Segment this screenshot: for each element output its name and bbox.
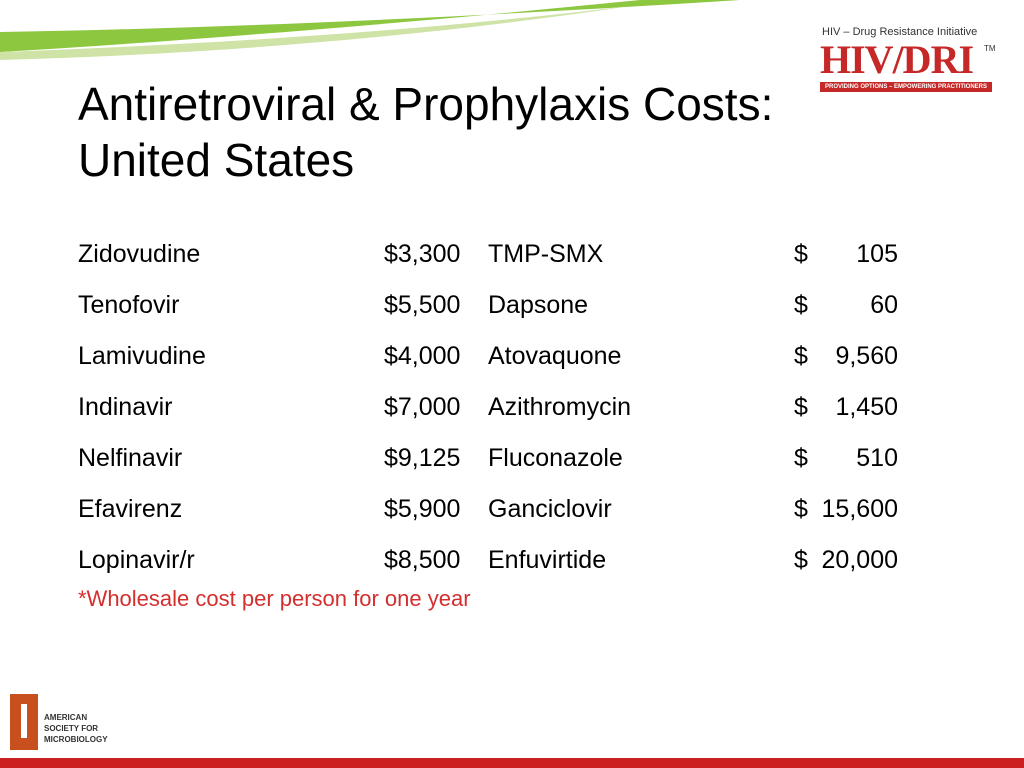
- antiretroviral-cost: $4,000: [384, 342, 461, 370]
- prophylaxis-cost-value: $15,600: [794, 495, 898, 524]
- table-row: Zidovudine $3,300 TMP-SMX $105: [78, 229, 898, 280]
- antiretroviral-drug: Indinavir: [78, 393, 173, 421]
- prophylaxis-cost-value: $1,450: [794, 393, 898, 422]
- prophylaxis-cost: $20,000: [794, 535, 898, 586]
- antiretroviral-cost: $8,500: [384, 546, 461, 574]
- currency-symbol: $: [794, 342, 808, 370]
- table-row: Lopinavir/r $8,500 Enfuvirtide $20,000: [78, 535, 898, 586]
- cost-amount: 1,450: [835, 393, 898, 421]
- cost-amount: 510: [856, 444, 898, 472]
- antiretroviral-drug: Lamivudine: [78, 342, 206, 370]
- prophylaxis-drug: Azithromycin: [488, 393, 632, 421]
- logo-banner: PROVIDING OPTIONS – EMPOWERING PRACTITIO…: [820, 82, 992, 92]
- footnote: *Wholesale cost per person for one year: [78, 586, 471, 611]
- table-row: Tenofovir $5,500 Dapsone $60: [78, 280, 898, 331]
- prophylaxis-cost: $9,560: [794, 331, 898, 382]
- cost-amount: 105: [856, 240, 898, 268]
- prophylaxis-cost: $15,600: [794, 484, 898, 535]
- cost-table-body: Zidovudine $3,300 TMP-SMX $105 Tenofovir $5,5…: [78, 229, 898, 586]
- asm-logo: AMERICAN SOCIETY FOR MICROBIOLOGY: [10, 694, 130, 758]
- prophylaxis-cost-value: $105: [794, 240, 898, 269]
- cost-table: Zidovudine $3,300 TMP-SMX $105 Tenofovir $5,5…: [78, 229, 898, 586]
- antiretroviral-drug: Zidovudine: [78, 240, 201, 268]
- prophylaxis-drug: Atovaquone: [488, 342, 622, 370]
- prophylaxis-cost: $510: [794, 433, 898, 484]
- antiretroviral-cost: $5,500: [384, 291, 461, 319]
- antiretroviral-drug: Lopinavir/r: [78, 546, 195, 574]
- antiretroviral-cost: $7,000: [384, 393, 461, 421]
- currency-symbol: $: [794, 240, 808, 268]
- prophylaxis-cost-value: $9,560: [794, 342, 898, 371]
- currency-symbol: $: [794, 444, 808, 472]
- logo-tagline: HIV – Drug Resistance Initiative: [822, 26, 978, 38]
- table-row: Indinavir $7,000 Azithromycin $1,450: [78, 382, 898, 433]
- table-row: Efavirenz $5,900 Ganciclovir $15,600: [78, 484, 898, 535]
- cost-amount: 20,000: [821, 546, 898, 574]
- footer-bar: [0, 758, 1024, 768]
- currency-symbol: $: [794, 393, 808, 421]
- prophylaxis-drug: Enfuvirtide: [488, 546, 607, 574]
- prophylaxis-drug: Fluconazole: [488, 444, 623, 472]
- currency-symbol: $: [794, 546, 808, 574]
- asm-text: AMERICAN SOCIETY FOR MICROBIOLOGY: [44, 712, 108, 745]
- antiretroviral-drug: Efavirenz: [78, 495, 183, 523]
- antiretroviral-cost: $3,300: [384, 240, 461, 268]
- slide-title-line-2: United States: [78, 134, 355, 186]
- logo-trademark: TM: [984, 44, 996, 53]
- cost-amount: 60: [870, 291, 898, 319]
- microscope-icon: [10, 694, 38, 750]
- hiv-dri-logo: HIV – Drug Resistance Initiative HIV/DRI…: [814, 26, 1000, 98]
- prophylaxis-cost: $105: [794, 229, 898, 280]
- cost-amount: 15,600: [821, 495, 898, 523]
- prophylaxis-drug: Dapsone: [488, 291, 589, 319]
- slide-title: Antiretroviral & Prophylaxis Costs: Unit…: [78, 76, 878, 188]
- prophylaxis-cost-value: $20,000: [794, 546, 898, 575]
- prophylaxis-cost-value: $510: [794, 444, 898, 473]
- prophylaxis-cost-value: $60: [794, 291, 898, 320]
- prophylaxis-drug: TMP-SMX: [488, 240, 604, 268]
- asm-text-line-3: MICROBIOLOGY: [44, 735, 108, 744]
- table-row: Lamivudine $4,000 Atovaquone $9,560: [78, 331, 898, 382]
- currency-symbol: $: [794, 291, 808, 319]
- cost-amount: 9,560: [835, 342, 898, 370]
- antiretroviral-cost: $9,125: [384, 444, 461, 472]
- antiretroviral-drug: Tenofovir: [78, 291, 180, 319]
- prophylaxis-cost: $1,450: [794, 382, 898, 433]
- prophylaxis-cost: $60: [794, 280, 898, 331]
- slide-title-line-1: Antiretroviral & Prophylaxis Costs:: [78, 78, 774, 130]
- header-swoosh: [0, 0, 1024, 60]
- logo-wordmark: HIV/DRI: [820, 37, 974, 82]
- prophylaxis-drug: Ganciclovir: [488, 495, 612, 523]
- asm-text-line-1: AMERICAN: [44, 713, 88, 722]
- antiretroviral-cost: $5,900: [384, 495, 461, 523]
- table-row: Nelfinavir $9,125 Fluconazole $510: [78, 433, 898, 484]
- antiretroviral-drug: Nelfinavir: [78, 444, 183, 472]
- currency-symbol: $: [794, 495, 808, 523]
- asm-text-line-2: SOCIETY FOR: [44, 724, 99, 733]
